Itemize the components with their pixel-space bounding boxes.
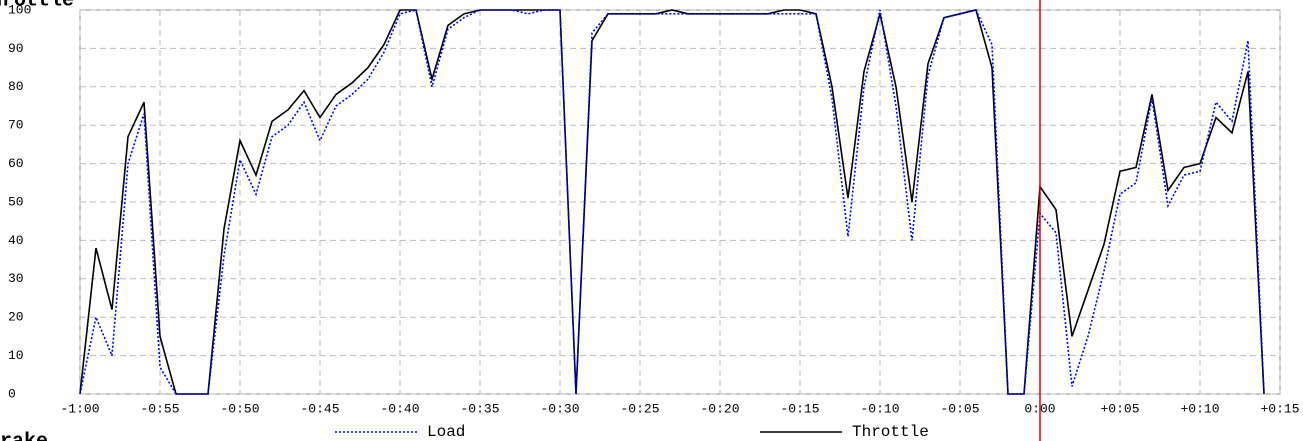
x-tick-label: -0:35 [460, 401, 499, 416]
y-tick-label: 60 [8, 156, 24, 171]
y-tick-label: 0 [8, 386, 16, 401]
x-tick-label: +0:05 [1100, 401, 1139, 416]
x-tick-label: +0:15 [1260, 401, 1299, 416]
y-tick-label: 70 [8, 118, 24, 133]
panel-title: Throttle [0, 0, 74, 12]
x-tick-label: -0:05 [940, 401, 979, 416]
legend-label: Load [427, 423, 465, 441]
y-tick-label: 90 [8, 41, 24, 56]
x-tick-label: -0:10 [860, 401, 899, 416]
y-tick-label: 80 [8, 79, 24, 94]
x-tick-label: -0:30 [540, 401, 579, 416]
x-tick-label: -0:55 [140, 401, 179, 416]
data-line [79, 9, 1265, 395]
y-tick-label: 50 [8, 194, 24, 209]
y-tick-label: 100 [8, 2, 31, 17]
x-tick-label: -0:40 [380, 401, 419, 416]
y-tick-label: 40 [8, 233, 24, 248]
x-tick-label: -0:50 [220, 401, 259, 416]
y-tick-label: 30 [8, 271, 24, 286]
x-tick-label: -0:25 [620, 401, 659, 416]
legend-label: Throttle [852, 423, 929, 441]
x-tick-label: -0:20 [700, 401, 739, 416]
y-tick-label: 10 [8, 348, 24, 363]
x-tick-label: -1:00 [60, 401, 99, 416]
data-line [79, 9, 1265, 395]
x-tick-label: -0:15 [780, 401, 819, 416]
y-tick-label: 20 [8, 310, 24, 325]
x-tick-label: +0:10 [1180, 401, 1219, 416]
next-panel-title: Brake [0, 430, 48, 441]
x-tick-label: -0:45 [300, 401, 339, 416]
